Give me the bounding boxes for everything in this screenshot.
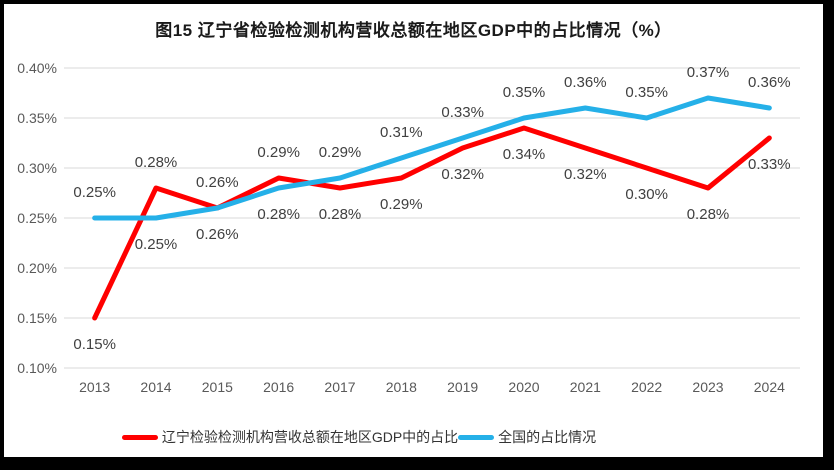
legend-swatch-liaoning-icon: [121, 434, 158, 440]
x-axis-tick-label: 2015: [202, 379, 233, 395]
x-axis-tick-label: 2019: [447, 379, 478, 395]
data-label-1: 0.31%: [380, 124, 423, 141]
data-label-1: 0.37%: [687, 64, 730, 81]
data-label-0: 0.33%: [748, 156, 791, 173]
data-label-0: 0.29%: [257, 144, 300, 161]
data-label-1: 0.35%: [625, 84, 668, 101]
data-label-0: 0.28%: [687, 206, 730, 223]
legend-swatch-national-icon: [458, 434, 495, 440]
x-axis-tick-label: 2024: [754, 379, 785, 395]
x-axis-tick-label: 2018: [386, 379, 417, 395]
data-label-1: 0.36%: [748, 74, 791, 91]
data-label-1: 0.29%: [319, 144, 362, 161]
legend-label-national: 全国的占比情况: [498, 429, 597, 445]
data-label-0: 0.26%: [196, 174, 239, 191]
x-axis-tick-label: 2022: [631, 379, 662, 395]
x-axis-tick-label: 2013: [79, 379, 110, 395]
data-label-1: 0.35%: [503, 84, 546, 101]
y-axis-tick-label: 0.25%: [17, 210, 57, 226]
data-label-0: 0.30%: [625, 186, 668, 203]
series-line-1: [92, 95, 772, 221]
data-label-1: 0.25%: [73, 184, 116, 201]
y-axis-tick-label: 0.15%: [17, 310, 57, 326]
data-label-0: 0.28%: [319, 206, 362, 223]
legend-item-national: 全国的占比情况: [458, 427, 596, 447]
line-chart-plot-area: 0.40% 0.35% 0.30% 0.25% 0.20% 0.15% 0.10% 2013 2…: [17, 60, 800, 395]
data-label-1: 0.33%: [441, 104, 484, 121]
chart-legend: 辽宁检验检测机构营收总额在地区GDP中的占比 全国的占比情况: [4, 426, 714, 448]
data-label-1: 0.25%: [135, 236, 178, 253]
data-label-1: 0.36%: [564, 74, 607, 91]
y-axis-tick-label: 0.10%: [17, 360, 57, 376]
x-axis-tick-label: 2016: [263, 379, 294, 395]
data-label-0: 0.29%: [380, 196, 423, 213]
data-label-0: 0.34%: [503, 146, 546, 163]
series-line-0: [92, 125, 772, 321]
x-axis-tick-label: 2021: [570, 379, 601, 395]
legend-item-liaoning: 辽宁检验检测机构营收总额在地区GDP中的占比: [121, 427, 459, 447]
data-label-0: 0.28%: [135, 154, 178, 171]
data-label-1: 0.26%: [196, 226, 239, 243]
y-axis-tick-label: 0.20%: [17, 260, 57, 276]
legend-label-liaoning: 辽宁检验检测机构营收总额在地区GDP中的占比: [161, 429, 459, 445]
x-axis-tick-label: 2017: [324, 379, 355, 395]
y-axis-tick-label: 0.30%: [17, 160, 57, 176]
x-axis-tick-label: 2020: [508, 379, 539, 395]
x-axis-tick-label: 2014: [140, 379, 171, 395]
chart-title: 图15 辽宁省检验检测机构营收总额在地区GDP中的占比情况（%）: [155, 21, 672, 40]
data-label-0: 0.15%: [73, 336, 116, 353]
data-label-0: 0.32%: [441, 166, 484, 183]
data-label-0: 0.32%: [564, 166, 607, 183]
y-axis-tick-label: 0.40%: [17, 60, 57, 76]
y-axis-tick-label: 0.35%: [17, 110, 57, 126]
x-axis-tick-label: 2023: [692, 379, 723, 395]
data-label-1: 0.28%: [257, 206, 300, 223]
